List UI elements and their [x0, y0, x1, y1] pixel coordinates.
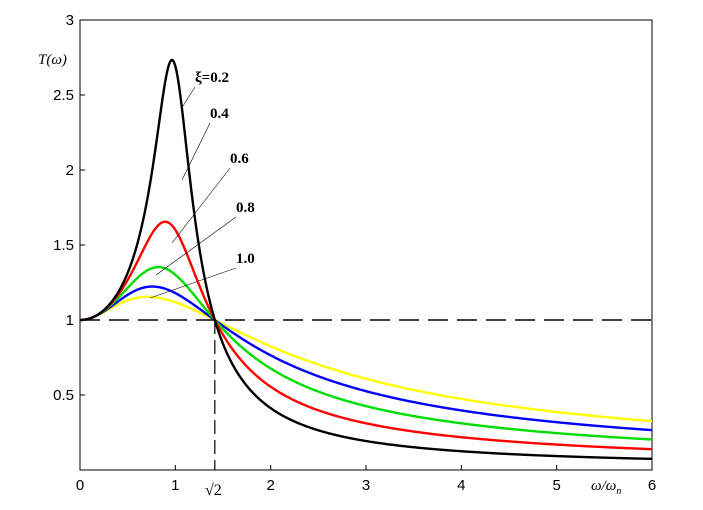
x-tick-label-6: 6 — [648, 477, 656, 494]
y-tick-label-0-5: 0.5 — [53, 387, 74, 404]
curve-label-xi-0-4: 0.4 — [210, 106, 229, 122]
leader-line-xi-0-4 — [181, 122, 211, 181]
curve-labels: ξ=0.2 0.4 0.6 0.8 1.0 — [195, 70, 255, 267]
plot-frame — [79, 19, 653, 471]
curve-label-xi-0-6: 0.6 — [230, 151, 249, 167]
x-axis-label: ω/ωn — [591, 478, 621, 497]
curve-label-xi-0-8: 0.8 — [236, 200, 255, 216]
curve-label-xi-1: 1.0 — [236, 251, 255, 267]
x-tick-label-4: 4 — [457, 477, 465, 494]
x-axis-label-main: ω/ω — [591, 478, 616, 494]
sqrt2-tick-label: √2 — [205, 482, 222, 499]
y-tick-label-3: 3 — [66, 12, 74, 29]
leader-line-xi-0-8 — [155, 216, 237, 276]
leader-line-xi-1 — [149, 267, 237, 299]
x-tick-label-0: 0 — [76, 477, 84, 494]
y-tick-label-2: 2 — [66, 162, 74, 179]
axis-ticks: 0 1 2 3 4 5 6 0.5 1 1.5 2 2.5 3 — [53, 12, 656, 494]
curve-xi-0-6 — [79, 265, 653, 441]
leader-line-xi-0-2 — [182, 86, 196, 107]
x-tick-label-3: 3 — [362, 477, 370, 494]
y-tick-label-1: 1 — [66, 312, 74, 329]
leader-line-xi-0-6 — [171, 167, 231, 244]
curves — [79, 58, 653, 461]
y-tick-label-1-5: 1.5 — [53, 237, 74, 254]
curve-xi-0-4 — [79, 220, 653, 451]
x-tick-label-5: 5 — [552, 477, 560, 494]
y-tick-label-2-5: 2.5 — [53, 87, 74, 104]
curve-xi-0-2 — [79, 58, 653, 461]
label-leader-lines — [149, 86, 237, 299]
curve-label-xi-0-2: ξ=0.2 — [195, 70, 229, 86]
reference-lines — [80, 319, 652, 470]
curve-xi-1 — [79, 295, 653, 423]
x-axis-label-subscript: n — [616, 486, 621, 497]
y-axis-label: T(ω) — [38, 52, 67, 68]
x-tick-label-1: 1 — [171, 477, 179, 494]
x-tick-label-2: 2 — [266, 477, 274, 494]
curve-xi-0-8 — [79, 285, 653, 432]
